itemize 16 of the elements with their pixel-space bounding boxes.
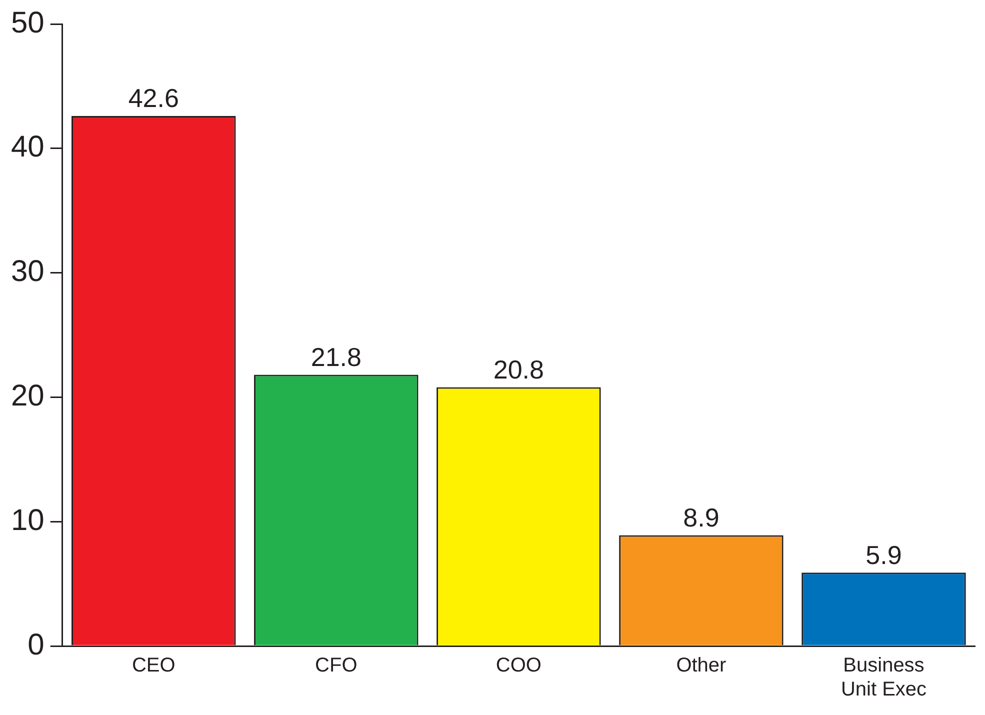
data-label: 8.9	[683, 502, 720, 532]
x-tick-label: CFO	[315, 654, 358, 677]
y-tick-label: 50	[10, 6, 44, 40]
data-label: 21.8	[310, 342, 362, 372]
data-label: 42.6	[128, 83, 179, 114]
x-tick-label: Other	[676, 654, 727, 677]
x-tick-label: CEO	[132, 654, 176, 677]
y-tick-label: 40	[10, 130, 44, 164]
x-tick-label: COO	[496, 654, 542, 677]
data-label: 5.9	[866, 540, 902, 570]
x-tick-label: Business Unit Exec	[840, 654, 927, 701]
y-tick-label: 20	[10, 379, 44, 412]
y-tick-label: 30	[10, 255, 44, 288]
y-tick-label: 0	[28, 628, 44, 662]
y-tick-label: 10	[10, 504, 44, 537]
data-label: 20.8	[493, 354, 544, 384]
